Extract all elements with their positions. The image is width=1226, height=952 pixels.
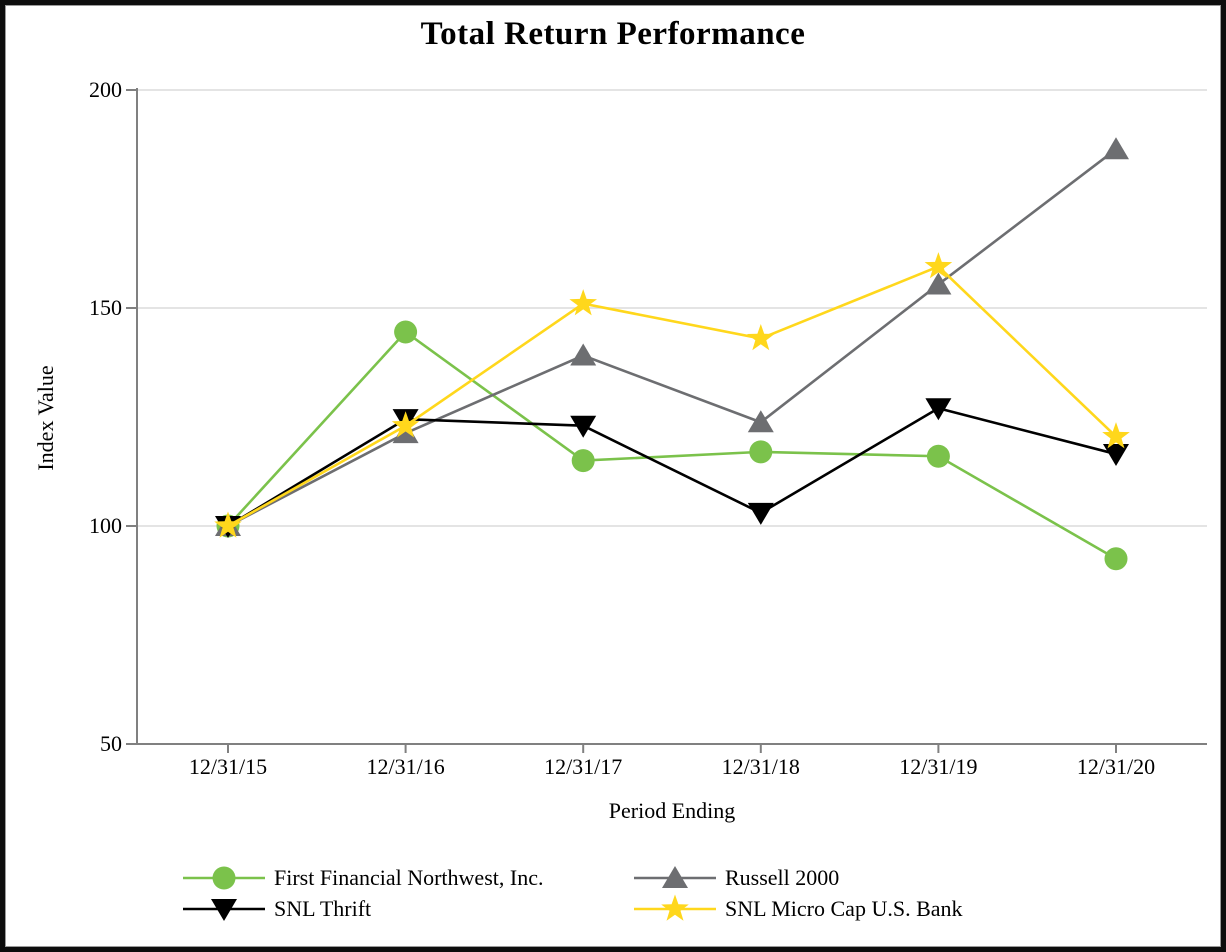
triangle-up-marker-icon: [634, 865, 716, 888]
legend-label: Russell 2000: [725, 864, 840, 890]
legend-label: SNL Thrift: [274, 895, 372, 921]
legend-item-russell-2000: Russell 2000: [634, 863, 963, 893]
legend-item-snl-micro-cap-us-bank: SNL Micro Cap U.S. Bank: [634, 894, 963, 924]
star-marker-icon: [634, 894, 716, 921]
legend-item-first-financial-northwest: First Financial Northwest, Inc.: [183, 863, 634, 893]
x-tick-label: 12/31/18: [721, 754, 800, 779]
circle-marker-icon: [183, 866, 265, 889]
x-tick-label: 12/31/15: [188, 754, 268, 779]
x-tick-label: 12/31/20: [1076, 754, 1156, 779]
triangle-down-marker-icon: [183, 898, 265, 921]
x-tick-label: 12/31/17: [544, 754, 623, 779]
x-axis-title: Period Ending: [608, 798, 736, 823]
legend-label: SNL Micro Cap U.S. Bank: [725, 895, 963, 921]
chart-title: Total Return Performance: [420, 16, 806, 52]
y-tick-label: 50: [100, 731, 122, 756]
y-tick-label: 150: [89, 295, 122, 320]
y-tick-label: 200: [89, 77, 122, 102]
legend-label: First Financial Northwest, Inc.: [274, 864, 544, 890]
y-axis-title: Index Value: [33, 365, 58, 471]
x-tick-label: 12/31/19: [899, 754, 978, 779]
legend: First Financial Northwest, Inc. Russell …: [183, 862, 963, 924]
y-tick-label: 100: [89, 513, 122, 538]
legend-item-snl-thrift: SNL Thrift: [183, 894, 634, 924]
x-tick-label: 12/31/16: [366, 754, 445, 779]
